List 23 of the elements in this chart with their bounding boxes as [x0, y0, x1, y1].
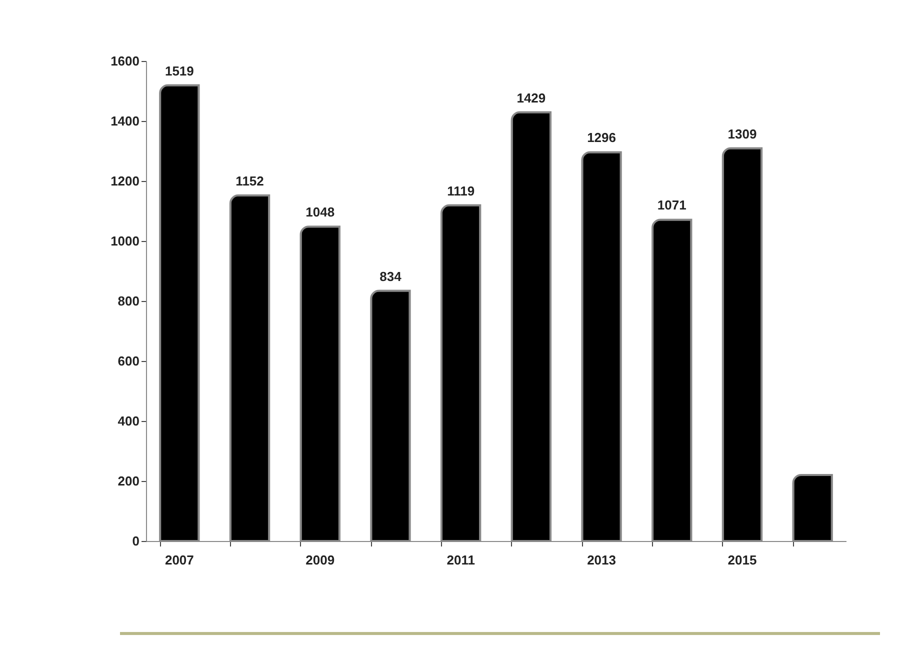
y-tick-label: 1600: [110, 54, 140, 68]
y-tick-label: 400: [118, 414, 140, 428]
data-label: 834: [380, 268, 402, 284]
x-tick-label: 2011: [446, 552, 475, 568]
x-tick-label: 2013: [587, 552, 616, 568]
y-tick-label: 600: [118, 354, 140, 368]
y-tick-label: 200: [118, 474, 140, 488]
data-label: 1048: [306, 204, 335, 220]
x-tick-label: 2009: [306, 552, 335, 568]
y-tick-label: 1200: [110, 174, 140, 188]
x-tick-label: 2007: [164, 552, 194, 568]
y-tick-label: 0: [132, 534, 140, 548]
data-label: 1296: [587, 130, 616, 146]
data-label: 1309: [728, 126, 757, 142]
y-tick-label: 800: [118, 294, 140, 308]
y-tick-label: 1000: [110, 234, 140, 248]
data-label: 1071: [657, 198, 686, 213]
data-label: 1119: [447, 183, 475, 198]
data-label: 1429: [516, 90, 546, 106]
data-label: 1519: [164, 63, 194, 78]
data-label: 1152: [236, 173, 264, 188]
y-tick-label: 1400: [110, 114, 140, 128]
x-tick-label: 2015: [728, 552, 757, 568]
